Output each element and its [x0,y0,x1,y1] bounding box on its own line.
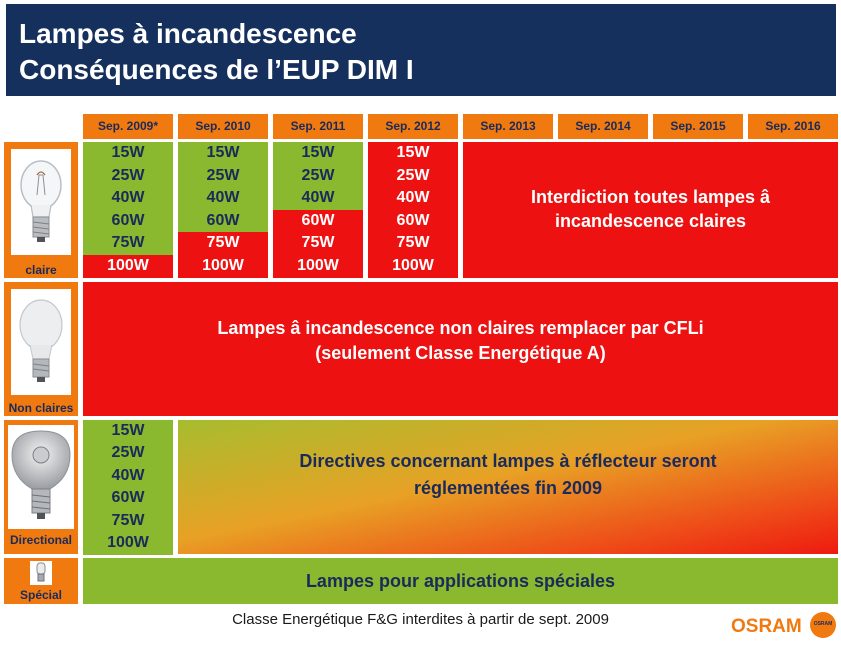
ban-clear-line-2: incandescence claires [554,211,747,231]
watt-cell: 25W [178,164,268,188]
watt-cell: 75W [83,509,173,533]
watt-cell: 100W [273,255,363,278]
ban-clear-message: Interdiction toutes lampes â incandescen… [463,142,838,278]
footer-note: Classe Energétique F&G interdites à part… [232,611,609,628]
small-bulb-icon [30,561,52,585]
header-sep-2013: Sep. 2013 [463,114,553,139]
non-clear-message: Lampes â incandescence non claires rempl… [83,282,838,416]
directional-line-2: réglementées fin 2009 [413,478,603,498]
watt-cell: 75W [273,232,363,255]
watt-cell: 15W [178,142,268,165]
watt-cell: 60W [273,209,363,233]
non-clear-line-1: Lampes â incandescence non claires rempl… [217,318,704,338]
watt-cell: 15W [83,420,173,443]
header-sep-2012: Sep. 2012 [368,114,458,139]
watt-cell: 100W [83,255,173,278]
row-label-special: Spécial [4,558,78,604]
watt-cell: 100W [368,255,458,278]
column-2009: 15W 25W 40W 60W 75W 100W [83,142,173,278]
osram-bulb-logo-icon: OSRAM [810,612,836,638]
header-sep-2010: Sep. 2010 [178,114,268,139]
watt-cell: 60W [368,209,458,233]
special-message: Lampes pour applications spéciales [83,558,838,604]
ban-clear-line-1: Interdiction toutes lampes â [530,187,771,207]
watt-cell: 15W [273,142,363,165]
watt-cell: 15W [83,142,173,165]
slide-title: Lampes à incandescence Conséquences de l… [6,4,836,96]
column-2011: 15W 25W 40W 60W 75W 100W [273,142,363,278]
label-directional: Directional [9,533,72,547]
header-sep-2016: Sep. 2016 [748,114,838,139]
osram-badge-text: OSRAM [813,621,833,627]
watt-cell: 40W [83,187,173,210]
watt-cell: 60W [83,209,173,233]
reflector-bulb-icon [8,425,74,529]
label-special: Spécial [19,588,63,602]
watt-cell: 25W [368,164,458,188]
row-label-non-claires: Non claires [4,282,78,416]
watt-cell: 60W [83,487,173,510]
column-directional-watts: 15W 25W 40W 60W 75W 100W [83,420,173,555]
header-sep-2015: Sep. 2015 [653,114,743,139]
row-label-claire: claire [4,142,78,278]
title-line-2: Conséquences de l’EUP DIM I [19,54,414,85]
watt-cell: 75W [178,232,268,255]
watt-cell: 25W [273,164,363,188]
label-non-claires: Non claires [8,401,74,415]
watt-cell: 15W [368,142,458,165]
non-clear-line-2: (seulement Classe Energétique A) [315,343,606,363]
row-label-directional: Directional [4,420,78,554]
directional-message: Directives concernant lampes à réflecteu… [178,420,838,554]
watt-cell: 40W [273,187,363,210]
watt-cell: 40W [178,187,268,210]
label-claire: claire [25,263,57,277]
watt-cell: 100W [178,255,268,278]
title-line-1: Lampes à incandescence [19,18,357,49]
watt-cell: 60W [178,209,268,233]
header-sep-2011: Sep. 2011 [273,114,363,139]
watt-cell: 100W [83,532,173,555]
watt-cell: 25W [83,442,173,465]
header-sep-2014: Sep. 2014 [558,114,648,139]
column-2012: 15W 25W 40W 60W 75W 100W [368,142,458,278]
watt-cell: 75W [368,232,458,255]
directional-line-1: Directives concernant lampes à réflecteu… [299,451,717,471]
watt-cell: 40W [368,187,458,210]
clear-bulb-icon [11,149,71,255]
header-sep-2009: Sep. 2009* [83,114,173,139]
watt-cell: 75W [83,232,173,255]
frosted-bulb-icon [11,289,71,395]
watt-cell: 40W [83,464,173,488]
column-2010: 15W 25W 40W 60W 75W 100W [178,142,268,278]
osram-logo-text: OSRAM [731,616,802,637]
watt-cell: 25W [83,164,173,188]
